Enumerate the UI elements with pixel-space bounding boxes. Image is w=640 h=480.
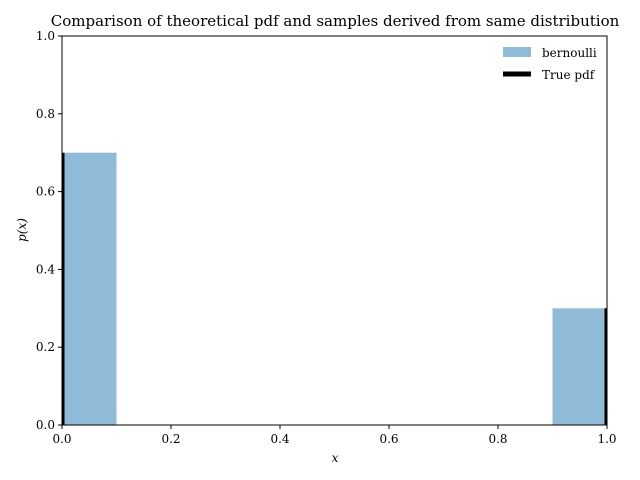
y-tick-label: 1.0 bbox=[36, 29, 55, 43]
x-tick-label: 0.2 bbox=[161, 432, 180, 446]
histogram-bar-0 bbox=[62, 152, 117, 425]
x-tick-label: 0.4 bbox=[270, 432, 289, 446]
y-tick-label: 0.6 bbox=[36, 185, 55, 199]
y-axis-label: p(x) bbox=[15, 218, 29, 242]
legend: bernoulli True pdf bbox=[503, 46, 597, 82]
axes-frame bbox=[61, 35, 608, 426]
x-tick-label: 0.0 bbox=[52, 432, 71, 446]
histogram-bar-1 bbox=[552, 308, 607, 425]
x-axis-label: x bbox=[332, 451, 339, 465]
x-axis: 0.0 0.2 0.4 0.6 0.8 1.0 bbox=[52, 425, 617, 446]
x-tick-label: 1.0 bbox=[597, 432, 616, 446]
y-tick-label: 0.8 bbox=[36, 107, 55, 121]
x-tick-label: 0.8 bbox=[488, 432, 507, 446]
y-tick-label: 0.4 bbox=[36, 262, 55, 276]
y-tick-label: 0.0 bbox=[36, 418, 55, 432]
y-tick-label: 0.2 bbox=[36, 340, 55, 354]
x-tick-label: 0.6 bbox=[379, 432, 398, 446]
y-axis: 0.0 0.2 0.4 0.6 0.8 1.0 bbox=[36, 29, 62, 432]
legend-swatch-bernoulli bbox=[503, 47, 531, 57]
legend-label-bernoulli: bernoulli bbox=[542, 46, 597, 60]
legend-label-true-pdf: True pdf bbox=[542, 68, 596, 82]
chart-title: Comparison of theoretical pdf and sample… bbox=[51, 12, 620, 30]
plot-area bbox=[62, 152, 607, 425]
